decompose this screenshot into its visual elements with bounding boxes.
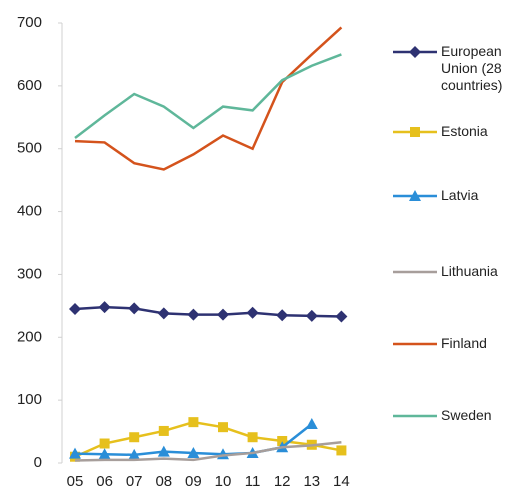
series-line <box>74 26 343 171</box>
legend-label: Estonia <box>441 123 488 139</box>
legend-label: Latvia <box>441 187 479 203</box>
marker <box>158 425 169 436</box>
marker <box>99 438 110 449</box>
x-tick-label: 12 <box>274 473 291 490</box>
marker <box>188 417 199 428</box>
x-tick-label: 13 <box>303 473 320 490</box>
series-line <box>74 305 342 318</box>
marker <box>157 307 170 320</box>
marker <box>128 448 141 460</box>
legend-label: Sweden <box>441 407 492 423</box>
y-tick-label: 0 <box>34 454 42 471</box>
marker <box>69 303 81 315</box>
marker <box>409 46 421 58</box>
marker <box>246 306 259 319</box>
legend-label: Finland <box>441 335 487 351</box>
marker <box>276 309 289 322</box>
x-tick-label: 11 <box>245 473 261 490</box>
y-tick-label: 700 <box>17 14 42 31</box>
y-tick-label: 600 <box>17 77 42 94</box>
marker <box>98 301 111 314</box>
x-tick-label: 09 <box>185 473 202 490</box>
marker <box>129 432 140 443</box>
y-tick-label: 100 <box>17 391 42 408</box>
legend-label: Lithuania <box>441 263 498 279</box>
marker <box>217 308 229 321</box>
legend-label: European Union (28 countries) <box>441 43 503 93</box>
x-tick-label: 06 <box>96 473 113 490</box>
marker <box>247 432 258 443</box>
marker <box>335 310 348 323</box>
marker <box>305 309 318 322</box>
x-tick-label: 14 <box>333 473 350 490</box>
marker <box>218 422 228 433</box>
marker <box>187 446 200 458</box>
marker <box>305 418 318 430</box>
series-line <box>74 420 342 458</box>
y-tick-label: 200 <box>17 328 42 345</box>
x-tick-label: 05 <box>67 473 84 490</box>
y-tick-label: 300 <box>17 265 42 282</box>
marker <box>336 445 347 456</box>
marker <box>409 190 421 201</box>
marker <box>187 308 200 321</box>
series-line <box>74 53 342 140</box>
marker <box>69 447 81 459</box>
y-tick-label: 400 <box>17 203 42 220</box>
x-tick-label: 10 <box>215 473 232 490</box>
marker <box>157 445 170 457</box>
marker <box>410 127 420 137</box>
series-line <box>74 441 342 462</box>
marker <box>98 448 111 460</box>
x-tick-label: 07 <box>126 473 143 490</box>
y-tick-label: 500 <box>17 140 42 157</box>
x-tick-label: 08 <box>155 473 172 490</box>
marker <box>277 436 288 446</box>
marker <box>128 302 141 315</box>
